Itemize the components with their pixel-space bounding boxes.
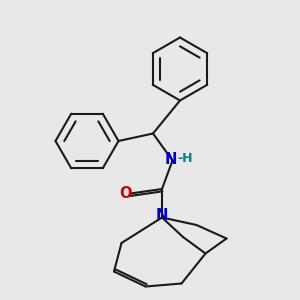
Text: -H: -H xyxy=(177,152,193,166)
Text: N: N xyxy=(156,208,168,224)
Text: N: N xyxy=(165,152,177,166)
Text: O: O xyxy=(119,186,131,201)
